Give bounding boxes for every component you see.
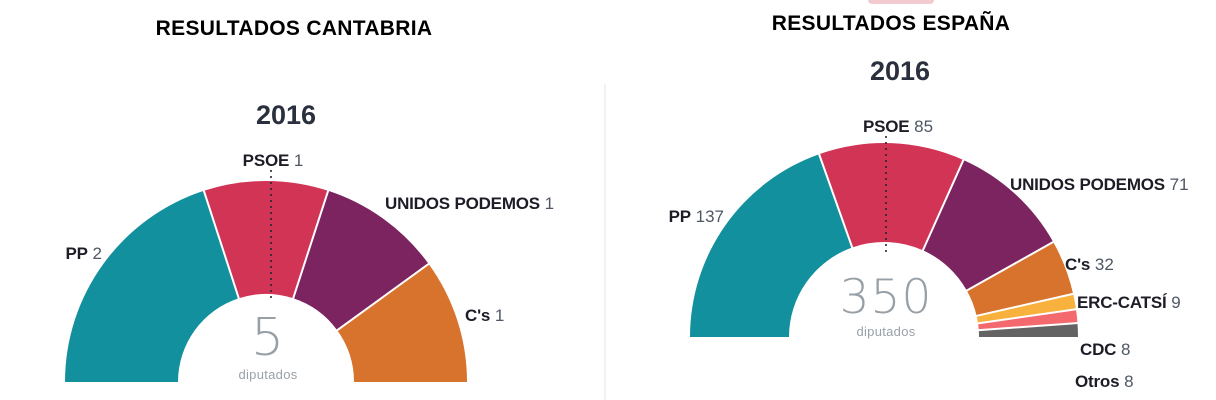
party-label-cdc: CDC 8 (1080, 341, 1130, 358)
slice-otros (978, 323, 1078, 337)
party-seats: 8 (1116, 340, 1131, 359)
slice-c-s (966, 242, 1074, 316)
seat-total-espana: 350 diputados (840, 274, 933, 339)
party-label-otros: Otros 8 (1075, 373, 1134, 390)
slice-separator (817, 152, 854, 249)
year-label-espana: 2016 (869, 56, 931, 86)
slice-psoe (203, 180, 329, 299)
slice-separator (335, 262, 431, 332)
party-name: PSOE (242, 151, 290, 170)
year-label-cantabria: 2016 (255, 100, 317, 130)
total-seats-number: 5 (250, 308, 286, 368)
party-name: Otros (1075, 372, 1120, 391)
party-seats: 1 (539, 194, 555, 213)
party-seats: 1 (289, 151, 304, 170)
party-name: ERC-CATSÍ (1077, 293, 1167, 312)
party-seats: 2 (87, 244, 102, 263)
party-seats: 85 (909, 117, 934, 136)
slice-separator (965, 240, 1055, 292)
slice-psoe (819, 143, 964, 251)
slice-unidos-podemos (293, 190, 429, 331)
party-name: C's (1065, 255, 1091, 274)
party-label-unidos-podemos: UNIDOS PODEMOS 71 (1010, 176, 1189, 193)
party-seats: 1 (490, 306, 505, 325)
party-name: UNIDOS PODEMOS (385, 194, 540, 213)
slice-separator (202, 189, 241, 300)
party-name: UNIDOS PODEMOS (1010, 175, 1165, 194)
slice-separator (976, 308, 1078, 325)
seat-total-cantabria: 5 diputados (238, 312, 297, 382)
party-name: CDC (1080, 340, 1117, 359)
party-name: PP (65, 244, 88, 263)
slice-separator (975, 292, 1075, 318)
column-divider-line (604, 84, 606, 400)
chart-title-cantabria: RESULTADOS CANTABRIA (155, 17, 433, 40)
slice-pp (690, 154, 853, 337)
party-label-unidos-podemos: UNIDOS PODEMOS 1 (385, 195, 554, 212)
party-label-psoe: PSOE 85 (863, 118, 933, 135)
party-seats: 71 (1164, 175, 1189, 194)
party-label-psoe: PSOE 1 (243, 152, 304, 169)
slice-erc-cats (976, 293, 1076, 324)
slice-separator (977, 322, 1079, 332)
party-name: PSOE (862, 117, 910, 136)
cropped-element-edge (868, 0, 934, 4)
total-seats-unit: diputados (856, 324, 916, 339)
chart-title-espana: RESULTADOS ESPAÑA (771, 12, 1011, 35)
party-seats: 8 (1119, 372, 1134, 391)
total-seats-number: 350 (839, 270, 933, 325)
party-seats: 32 (1090, 255, 1114, 274)
party-label-pp: PP 2 (66, 245, 102, 262)
slice-separator (921, 158, 965, 252)
party-label-c-s: C's 32 (1065, 256, 1114, 273)
slice-unidos-podemos (922, 160, 1054, 291)
total-seats-unit: diputados (238, 367, 298, 382)
party-seats: 9 (1166, 293, 1181, 312)
slice-cdc (978, 309, 1078, 331)
party-label-erc-cats: ERC-CATSÍ 9 (1077, 294, 1181, 311)
party-label-pp: PP 137 (669, 208, 724, 225)
party-name: C's (465, 306, 491, 325)
party-label-c-s: C's 1 (465, 307, 504, 324)
party-name: PP (668, 207, 691, 226)
slice-c-s (337, 263, 467, 382)
slice-pp (64, 190, 239, 382)
slice-separator (291, 189, 330, 300)
party-seats: 137 (690, 207, 724, 226)
